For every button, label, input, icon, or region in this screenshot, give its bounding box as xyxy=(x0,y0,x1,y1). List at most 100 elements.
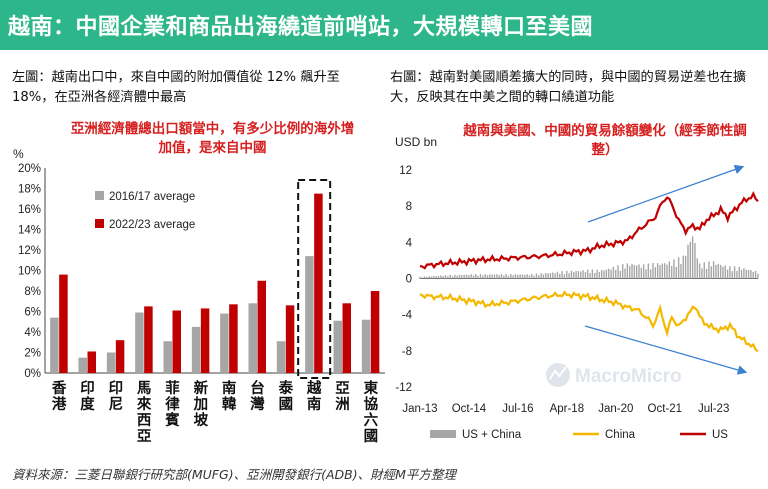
downtrend-arrow xyxy=(584,325,748,375)
us-china-bar xyxy=(444,275,447,279)
us-china-bar xyxy=(535,273,538,279)
us-china-bar xyxy=(468,275,470,279)
bar-2016-17 xyxy=(50,317,59,373)
us-china-bar xyxy=(617,265,619,279)
bar-2022-23 xyxy=(342,303,351,373)
x-tick-label: Oct-14 xyxy=(452,403,487,415)
bar-2016-17 xyxy=(163,341,172,373)
us-china-bar xyxy=(577,271,580,279)
us-china-bar xyxy=(715,264,717,279)
y-tick-label: 6% xyxy=(24,307,41,319)
us-china-bar xyxy=(559,273,561,279)
us-china-bar xyxy=(451,276,454,279)
category-label-char: 泰 xyxy=(279,379,294,397)
category-label-char: 菲 xyxy=(165,379,180,397)
category-label-char: 越 xyxy=(306,379,322,397)
us-china-bar xyxy=(684,255,687,279)
us-china-bar xyxy=(561,271,563,279)
x-tick-label: Jan-13 xyxy=(402,403,437,415)
us-china-bar xyxy=(461,275,463,279)
us-china-bar xyxy=(589,273,591,279)
category-label-char: 亞 xyxy=(335,380,350,397)
bar-2022-23 xyxy=(144,306,153,373)
legend-swatch xyxy=(430,430,456,438)
legend-label: 2016/17 average xyxy=(109,191,195,203)
us-china-bar xyxy=(605,269,608,279)
us-china-bar xyxy=(638,264,640,279)
us-china-bar xyxy=(677,257,680,279)
title-banner: 越南：中國企業和商品出海繞道前哨站，大規模轉口至美國 xyxy=(0,0,768,50)
us-china-bar xyxy=(631,263,633,279)
category-label-char: 韓 xyxy=(222,395,237,413)
y-tick-label: 16% xyxy=(18,204,41,216)
page-title: 越南：中國企業和商品出海繞道前哨站，大規模轉口至美國 xyxy=(8,15,594,40)
us-china-bar xyxy=(710,266,712,279)
us-china-bar xyxy=(624,268,626,279)
us-china-bar xyxy=(456,275,458,279)
right-description: 右圖：越南對美國順差擴大的同時，與中國的貿易逆差也在擴大，反映其在中美之間的轉口… xyxy=(390,70,747,105)
us-china-bar xyxy=(538,275,540,279)
us-china-bar xyxy=(668,261,671,279)
us-china-bar xyxy=(524,274,526,279)
category-label-char: 印 xyxy=(109,379,124,397)
us-china-bar xyxy=(750,270,752,279)
us-china-bar xyxy=(654,267,657,279)
us-china-bar xyxy=(645,269,647,279)
us-china-bar xyxy=(510,274,512,279)
us-china-bar xyxy=(754,270,757,279)
bar-2016-17 xyxy=(305,256,314,373)
us-china-bar xyxy=(498,275,500,279)
y-tick-label: 12% xyxy=(18,245,41,257)
category-label-char: 南 xyxy=(307,395,322,413)
category-label-char: 南 xyxy=(222,379,237,397)
y-tick-label: 10% xyxy=(18,266,41,278)
category-label-char: 賓 xyxy=(164,411,180,429)
us-china-bar xyxy=(635,265,638,279)
category-label-char: 坡 xyxy=(194,411,209,429)
us-china-bar xyxy=(615,270,617,279)
us-china-bar xyxy=(554,273,556,279)
us-china-bar xyxy=(633,265,636,279)
us-china-bar xyxy=(731,271,733,279)
y-tick-label: 20% xyxy=(18,163,41,175)
us-china-bar xyxy=(680,264,682,279)
us-china-bar xyxy=(421,277,423,279)
us-china-bar xyxy=(500,274,503,279)
us-china-bar xyxy=(740,269,743,279)
us-china-bar xyxy=(430,276,433,279)
us-china-bar xyxy=(724,265,726,279)
bar-2016-17 xyxy=(135,312,144,373)
us-china-bar xyxy=(503,275,505,279)
us-china-bar xyxy=(519,274,521,279)
legend-label: US + China xyxy=(462,429,522,441)
us-china-bar xyxy=(670,266,673,279)
us-china-bar xyxy=(698,263,701,279)
us-china-bar xyxy=(743,268,745,279)
y-tick-label: -12 xyxy=(395,382,412,394)
legend-swatch xyxy=(95,219,104,228)
bar-2016-17 xyxy=(220,313,229,373)
bar-2022-23 xyxy=(229,304,238,373)
us-china-bar xyxy=(656,263,659,279)
y-tick-label: 0% xyxy=(24,368,41,380)
us-china-bar xyxy=(449,274,451,279)
us-china-bar xyxy=(419,276,421,279)
us-china-bar xyxy=(552,272,554,279)
us-china-bar xyxy=(696,258,698,279)
legend-label: US xyxy=(712,429,728,441)
us-china-bar xyxy=(601,270,603,279)
us-china-bar xyxy=(603,270,605,279)
us-china-bar xyxy=(708,261,710,279)
us-china-bar xyxy=(752,271,754,279)
us-china-bar xyxy=(642,264,645,279)
us-china-bar xyxy=(682,255,685,279)
us-china-bar xyxy=(647,263,650,279)
us-china-bar xyxy=(757,273,759,279)
category-label-char: 東 xyxy=(364,379,379,397)
line-chart: USD bn -12 -8 -4 0 4 8 12 MacroMicro Jan-13 Oct-14… xyxy=(395,135,759,441)
us-china-bar xyxy=(747,270,750,279)
category-label-char: 協 xyxy=(364,395,379,413)
us-china-bar xyxy=(573,272,575,279)
bar-2022-23 xyxy=(59,274,68,373)
y-tick-label: 12 xyxy=(399,165,412,177)
